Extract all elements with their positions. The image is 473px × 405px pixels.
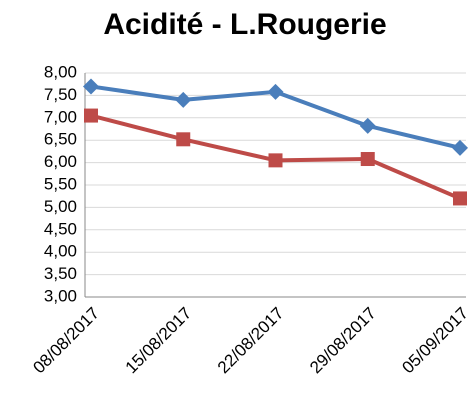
- y-tick-label: 5,00: [44, 197, 77, 216]
- marker: [360, 152, 375, 167]
- marker: [359, 117, 376, 134]
- x-tick-label: 29/08/2017: [306, 304, 380, 378]
- y-tick-label: 6,00: [44, 152, 77, 171]
- marker: [452, 139, 468, 156]
- x-tick-label: 08/08/2017: [29, 304, 103, 378]
- marker: [84, 108, 98, 123]
- y-tick-label: 4,50: [44, 219, 77, 238]
- marker: [268, 153, 283, 168]
- y-tick-label: 4,00: [44, 242, 77, 261]
- marker: [267, 83, 284, 100]
- y-tick-label: 3,50: [44, 264, 77, 283]
- y-tick-label: 6,50: [44, 130, 77, 149]
- marker: [453, 191, 467, 206]
- marker: [175, 91, 192, 108]
- marker: [83, 78, 99, 95]
- y-tick-label: 5,50: [44, 174, 77, 193]
- y-tick-label: 7,50: [44, 85, 77, 104]
- x-tick-label: 22/08/2017: [214, 304, 288, 378]
- marker: [176, 132, 191, 147]
- y-tick-label: 3,00: [44, 286, 77, 305]
- chart-title: Acidité - L.Rougerie: [103, 8, 386, 41]
- y-tick-label: 7,00: [44, 107, 77, 126]
- y-tick-label: 8,00: [44, 62, 77, 81]
- x-tick-label: 15/08/2017: [122, 304, 196, 378]
- x-tick-label: 05/09/2017: [398, 304, 472, 378]
